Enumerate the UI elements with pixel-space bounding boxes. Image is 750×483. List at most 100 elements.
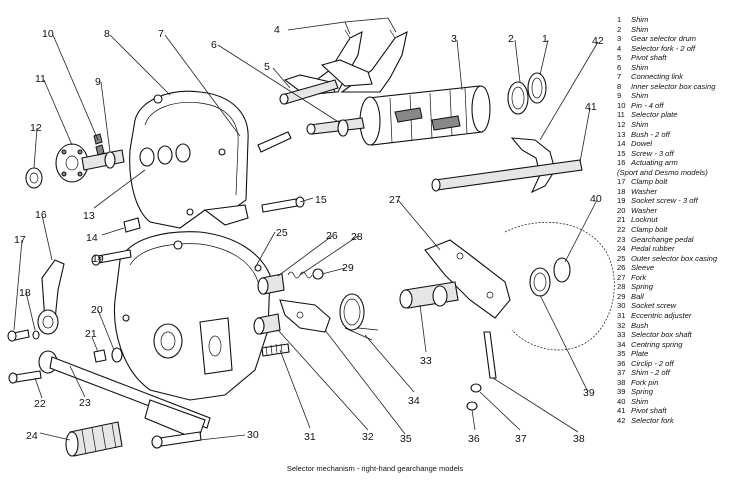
callout-42: 42 <box>592 35 604 47</box>
connecting-link <box>257 131 292 153</box>
callout-41: 41 <box>585 101 597 113</box>
bush-32 <box>253 313 281 335</box>
legend-note: (Sport and Desmo models) <box>617 167 708 177</box>
legend-row: 17 Clamp bolt <box>617 177 668 187</box>
legend-row: 16 Actuating arm <box>617 158 678 168</box>
legend-row: 37 Shim - 2 off <box>617 368 670 378</box>
parts-legend: 1 Shim 2 Shim 3 Gear selector drum 4 Selecto… <box>617 15 747 426</box>
legend-row: 6 Shim <box>617 62 649 72</box>
callout-2: 2 <box>508 33 514 45</box>
circlip-36 <box>466 401 478 411</box>
callout-5: 5 <box>264 61 270 73</box>
callout-35: 35 <box>400 433 412 445</box>
dowel <box>123 217 141 233</box>
callout-6: 6 <box>211 39 217 51</box>
legend-row: 35 Plate <box>617 349 649 359</box>
callout-15: 15 <box>315 194 327 206</box>
legend-row: 41 Pivot shaft <box>617 406 667 416</box>
callout-numbers: 1 2 3 4 5 6 7 8 9 10 11 12 13 14 15 16 1… <box>14 24 604 445</box>
gear-selector-drum <box>306 85 491 146</box>
callout-3: 3 <box>451 33 457 45</box>
legend-row: 31 Eccentric adjuster <box>617 310 692 320</box>
legend-row: 42 Selector fork <box>617 415 674 425</box>
legend-row: 7 Connecting link <box>617 72 683 82</box>
shim-40 <box>553 257 571 283</box>
legend-row: 10 Pin - 4 off <box>617 100 664 110</box>
figure-caption: Selector mechanism - right-hand gearchan… <box>286 464 464 473</box>
legend-row: 25 Outer selector box casing <box>617 253 718 263</box>
legend-row: 8 Inner selector box casing <box>617 81 716 91</box>
legend-row: 15 Screw - 3 off <box>617 148 674 158</box>
callout-22: 22 <box>34 398 46 410</box>
legend-row: 3 Gear selector drum <box>617 34 696 44</box>
legend-row: 21 Locknut <box>617 215 658 225</box>
leader-lines <box>13 17 599 441</box>
washer-18 <box>32 330 40 340</box>
legend-row: 2 Shim <box>617 24 649 34</box>
legend-row: 27 Fork <box>617 272 647 282</box>
shims-1-2 <box>507 72 547 115</box>
callout-21: 21 <box>85 328 97 340</box>
centring-spring <box>339 293 379 341</box>
legend-row: 19 Socket screw - 3 off <box>617 196 698 206</box>
shim-6 <box>337 119 349 137</box>
callout-38: 38 <box>573 433 585 445</box>
legend-row: 23 Gearchange pedal <box>617 234 694 244</box>
legend-row: 5 Pivot shaft <box>617 53 667 63</box>
inner-selector-box-casing <box>129 90 249 229</box>
legend-row: 34 Centring spring <box>617 339 683 349</box>
callout-17: 17 <box>14 234 26 246</box>
legend-row: 11 Selector plate <box>617 110 678 120</box>
fork-27 <box>424 239 511 319</box>
legend-row: 14 Dowel <box>617 139 653 149</box>
spring-39 <box>529 267 551 297</box>
callout-26: 26 <box>326 230 338 242</box>
legend-row: 30 Socket screw <box>617 301 677 311</box>
legend-row: 18 Washer <box>617 186 658 196</box>
gasket <box>504 221 615 351</box>
legend-row: 24 Pedal rubber <box>617 244 675 254</box>
eccentric-adjuster <box>261 343 290 357</box>
callout-8: 8 <box>104 28 110 40</box>
callout-1: 1 <box>542 33 548 45</box>
pedal-rubber <box>65 421 123 457</box>
shim-12 <box>25 167 43 189</box>
callout-12: 12 <box>30 122 42 134</box>
callout-33: 33 <box>420 355 432 367</box>
legend-row: 33 Selector box shaft <box>617 330 692 340</box>
socket-screw-30 <box>151 431 202 449</box>
callout-37: 37 <box>515 433 527 445</box>
callout-32: 32 <box>362 431 374 443</box>
washer-20 <box>111 347 123 363</box>
callout-13: 13 <box>83 210 95 222</box>
callout-18: 18 <box>19 287 31 299</box>
legend-row: 39 Spring <box>617 387 653 397</box>
fork-pin <box>483 331 497 379</box>
legend-row: 40 Shim <box>617 396 649 406</box>
pivot-shaft-5 <box>279 79 339 105</box>
callout-11: 11 <box>35 73 46 85</box>
callout-14: 14 <box>86 232 98 244</box>
legend-row: 9 Shim <box>617 91 649 101</box>
callout-40: 40 <box>590 193 602 205</box>
legend-row: 36 Circlip - 2 off <box>617 358 674 368</box>
callout-19: 19 <box>92 253 104 265</box>
clamp-bolt-22 <box>8 370 42 384</box>
callout-30: 30 <box>247 429 259 441</box>
callout-25: 25 <box>276 227 288 239</box>
callout-36: 36 <box>468 433 480 445</box>
actuating-arm <box>37 259 65 335</box>
selector-forks <box>283 29 408 96</box>
callout-16: 16 <box>35 209 47 221</box>
legend-row: 13 Bush - 2 off <box>617 129 670 139</box>
clamp-bolt-17 <box>7 329 30 342</box>
legend-row: 1 Shim <box>617 15 649 24</box>
callout-34: 34 <box>408 395 420 407</box>
legend-row: 22 Clamp bolt <box>617 225 668 235</box>
callout-23: 23 <box>79 397 91 409</box>
callout-27: 27 <box>389 194 401 206</box>
selector-box-shaft <box>399 281 459 309</box>
screw-15 <box>261 196 305 213</box>
callout-20: 20 <box>91 304 103 316</box>
ball-29 <box>312 268 324 280</box>
